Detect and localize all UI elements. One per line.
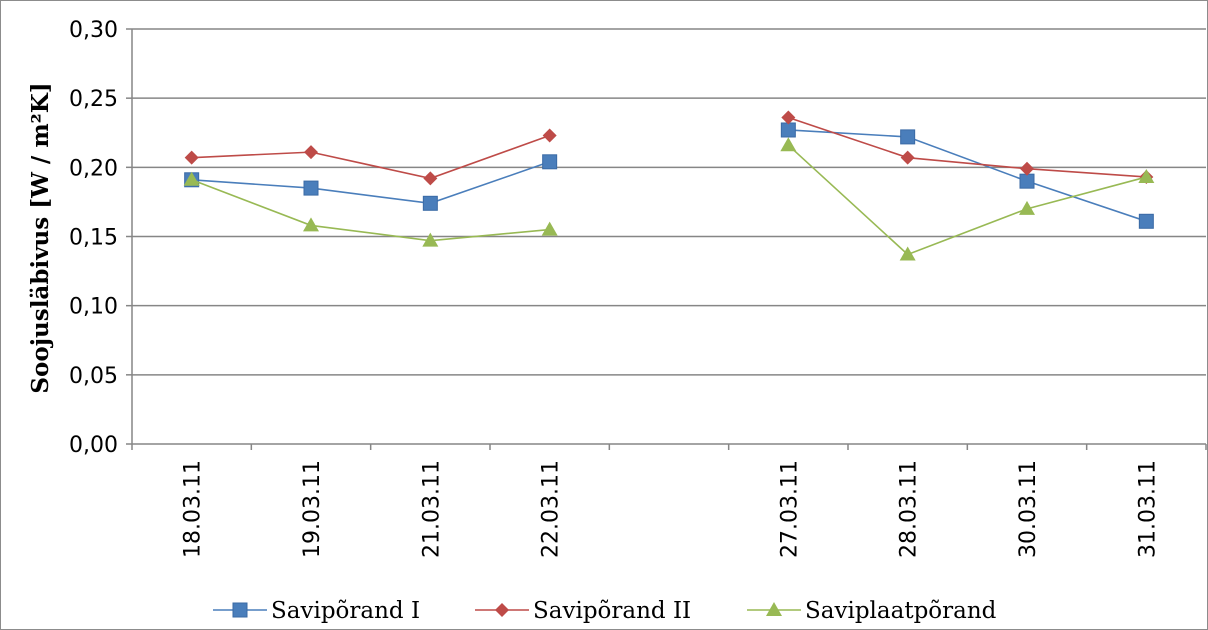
x-tick-label: 19.03.11 (300, 460, 325, 558)
data-point (303, 217, 319, 232)
series-line (191, 161, 550, 205)
data-point (183, 171, 200, 186)
x-tick-label: 27.03.11 (777, 460, 802, 558)
grid-lines (132, 28, 1206, 376)
data-point (542, 128, 557, 143)
data-point (423, 171, 438, 186)
data-point (899, 246, 916, 261)
x-tick-label: 30.03.11 (1016, 460, 1041, 558)
data-point (422, 195, 438, 211)
legend-item: Savipõrand I (213, 598, 420, 624)
legend: Savipõrand I Savipõrand II Saviplaatpõrand (213, 598, 997, 624)
data-point (900, 150, 915, 165)
series-1 (184, 122, 1154, 229)
legend-item: Savipõrand II (475, 598, 691, 624)
data-point (781, 110, 796, 125)
series-line (191, 179, 550, 242)
x-tick-label: 28.03.11 (897, 460, 922, 558)
series-line (788, 129, 1147, 223)
y-tick-labels: 0,00 0,05 0,10 0,15 0,20 0,25 0,30 (69, 18, 118, 458)
y-tick-label: 0,10 (69, 295, 118, 320)
data-point (303, 180, 319, 196)
data-point (184, 150, 199, 165)
x-tick-label: 21.03.11 (419, 460, 444, 558)
y-tick-label: 0,25 (69, 87, 118, 112)
data-point (900, 129, 916, 145)
data-point (1019, 200, 1035, 215)
y-tick-label: 0,30 (69, 18, 118, 43)
legend-label: Savipõrand II (533, 598, 691, 624)
x-tick-label: 31.03.11 (1135, 460, 1160, 558)
data-point (1020, 161, 1034, 176)
series-2 (184, 110, 1154, 186)
y-tick-label: 0,05 (69, 364, 118, 389)
y-tick-label: 0,00 (69, 433, 118, 458)
data-point (780, 137, 797, 152)
y-axis-label: Soojusläbivus [W / m²K] (27, 82, 54, 393)
x-tick-labels: 18.03.11 19.03.11 21.03.11 22.03.11 27.03.11… (181, 460, 1161, 558)
data-point (422, 232, 439, 247)
data-point (780, 122, 796, 138)
y-tick-label: 0,15 (69, 226, 118, 251)
axes (126, 28, 1207, 450)
series-line (191, 134, 550, 180)
data-point (1138, 213, 1154, 229)
legend-marker (766, 602, 782, 616)
x-tick-label: 22.03.11 (539, 460, 564, 558)
legend-item: Saviplaatpõrand (747, 598, 997, 624)
data-point (541, 221, 558, 236)
data-point (1138, 169, 1155, 184)
legend-label: Savipõrand I (271, 598, 420, 624)
x-tick-label: 18.03.11 (181, 460, 206, 558)
legend-label: Saviplaatpõrand (805, 598, 997, 624)
series-line (787, 144, 1147, 256)
series-layer (183, 110, 1155, 261)
y-tick-label: 0,20 (69, 156, 118, 181)
series-3 (183, 137, 1155, 261)
legend-marker (232, 602, 248, 618)
data-point (1019, 173, 1035, 189)
legend-marker (495, 603, 509, 617)
data-point (542, 154, 558, 170)
data-point (304, 145, 318, 160)
series-line (788, 116, 1147, 178)
